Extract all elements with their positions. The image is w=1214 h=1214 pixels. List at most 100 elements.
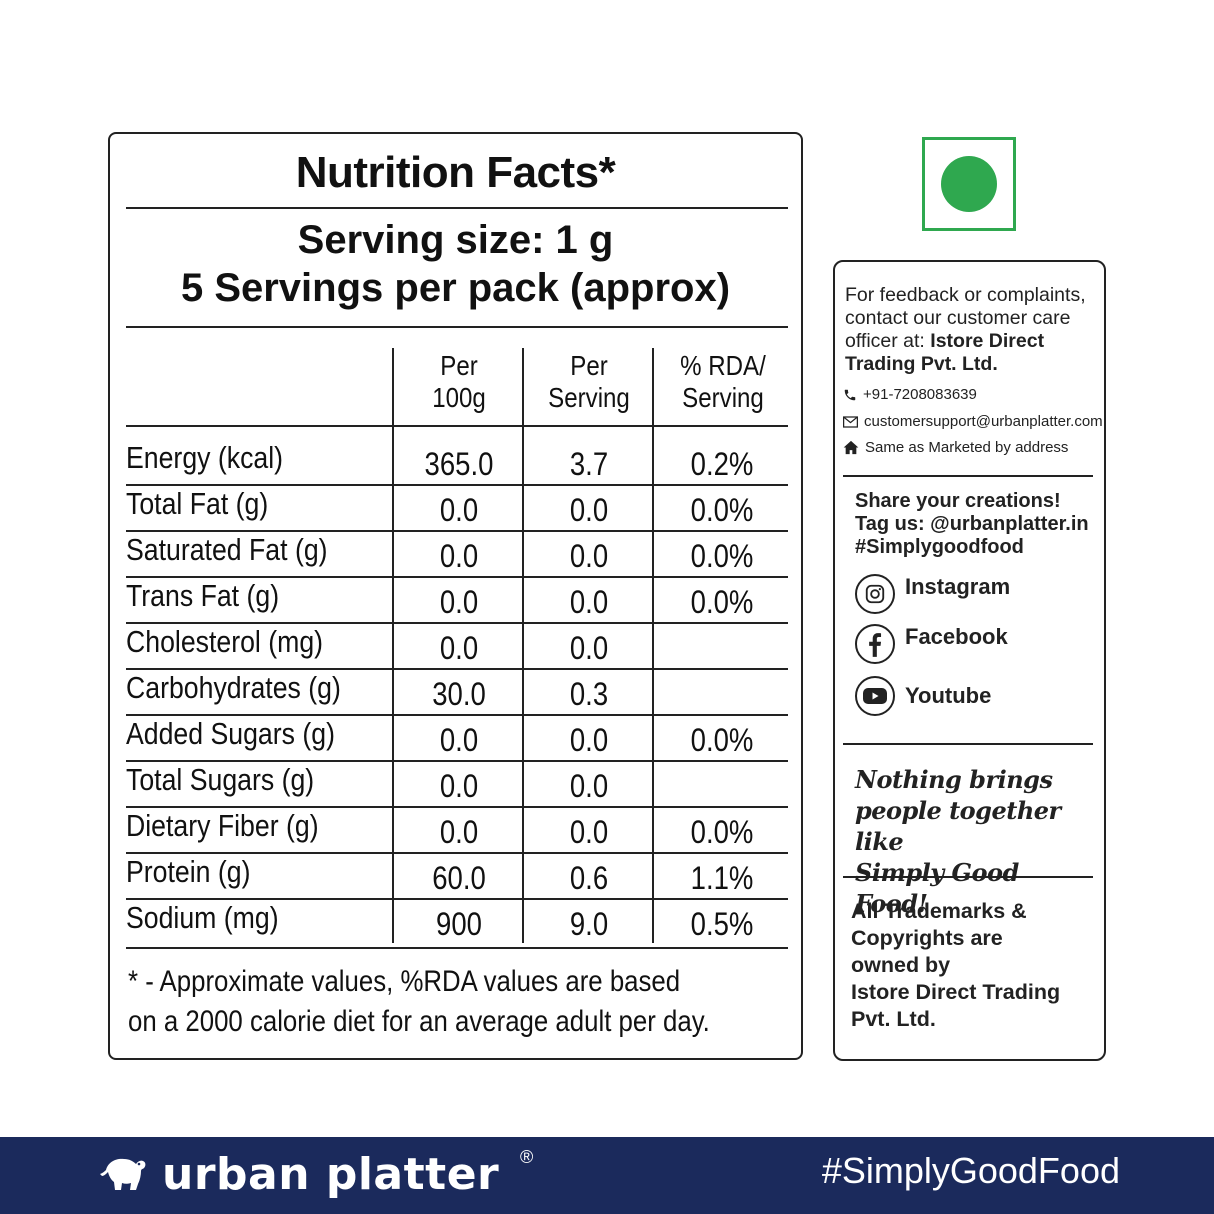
veg-symbol-icon bbox=[922, 137, 1016, 231]
column-header-rda: % RDA/ Serving bbox=[665, 350, 782, 414]
nutrient-label: Trans Fat (g) bbox=[126, 578, 280, 613]
table-row-divider bbox=[126, 484, 788, 486]
nutrition-facts-panel bbox=[108, 132, 803, 1060]
email-icon bbox=[843, 415, 858, 428]
tagline-line: people together like bbox=[855, 796, 1061, 856]
serving-divider bbox=[126, 326, 788, 328]
nutrient-value-per-serving: 0.6 bbox=[569, 860, 609, 896]
info-panel bbox=[833, 260, 1106, 1061]
nutrient-value-per-100g: 60.0 bbox=[432, 860, 486, 896]
trademark-line: Istore Direct Trading bbox=[851, 980, 1061, 1004]
table-row-divider bbox=[126, 760, 788, 762]
feedback-intro: For feedback or complaints, contact our … bbox=[845, 284, 1086, 352]
facebook-icon bbox=[855, 624, 895, 664]
company-name: Istore Direct Trading Pvt. Ltd. bbox=[845, 330, 1045, 375]
column-header-line: % RDA/ bbox=[680, 350, 766, 381]
nutrient-label: Added Sugars (g) bbox=[126, 716, 335, 751]
column-divider bbox=[652, 348, 654, 943]
nutrient-value-per-serving: 0.0 bbox=[569, 584, 609, 620]
facebook-label: Facebook bbox=[905, 624, 1008, 649]
servings-per-pack: 5 Servings per pack (approx) bbox=[180, 266, 731, 310]
nutrition-title: Nutrition Facts* bbox=[295, 148, 616, 197]
footnote-line: * - Approximate values, %RDA values are … bbox=[128, 965, 681, 998]
nutrient-label: Saturated Fat (g) bbox=[126, 532, 328, 567]
nutrient-value-per-100g: 0.0 bbox=[439, 768, 479, 804]
brand-logo[interactable]: urban platter ® bbox=[98, 1139, 533, 1209]
nutrient-value-rda: 0.0% bbox=[690, 584, 754, 620]
table-row-divider bbox=[126, 576, 788, 578]
nutrient-value-rda: 0.0% bbox=[690, 722, 754, 758]
nutrient-label: Carbohydrates (g) bbox=[126, 670, 341, 705]
nutrient-value-per-100g: 0.0 bbox=[439, 538, 479, 574]
instagram-icon bbox=[855, 574, 895, 614]
instagram-label: Instagram bbox=[905, 574, 1011, 599]
nutrient-value-rda: 0.5% bbox=[690, 906, 754, 942]
nutrient-label: Total Sugars (g) bbox=[126, 762, 315, 797]
nutrient-label: Cholesterol (mg) bbox=[126, 624, 324, 659]
table-row-divider bbox=[126, 668, 788, 670]
social-youtube[interactable]: Youtube bbox=[855, 676, 991, 716]
column-divider bbox=[392, 348, 394, 943]
table-bottom-divider bbox=[126, 947, 788, 949]
footnote: * - Approximate values, %RDA values are … bbox=[128, 962, 710, 1042]
serving-size: Serving size: 1 g bbox=[297, 218, 614, 262]
nutrient-value-per-100g: 30.0 bbox=[432, 676, 486, 712]
nutrient-value-per-100g: 365.0 bbox=[424, 446, 494, 482]
email-row[interactable]: customersupport@urbanplatter.com bbox=[843, 413, 1103, 430]
tagline: Nothing brings people together like Simp… bbox=[855, 764, 1095, 919]
nutrient-label: Protein (g) bbox=[126, 854, 251, 889]
youtube-label: Youtube bbox=[905, 683, 992, 708]
nutrient-value-per-100g: 0.0 bbox=[439, 584, 479, 620]
nutrient-value-per-serving: 0.0 bbox=[569, 492, 609, 528]
nutrient-value-rda: 0.0% bbox=[690, 538, 754, 574]
header-row-divider bbox=[126, 425, 788, 427]
phone-row[interactable]: +91-7208083639 bbox=[843, 386, 977, 403]
trademark-notice: All Trademarks & Copyrights are owned by… bbox=[851, 898, 1091, 1033]
address-text: Same as Marketed by address bbox=[865, 439, 1069, 456]
home-icon bbox=[843, 440, 859, 455]
nutrient-value-per-serving: 0.0 bbox=[569, 768, 609, 804]
registered-mark: ® bbox=[520, 1147, 534, 1167]
nutrient-label: Total Fat (g) bbox=[126, 486, 269, 521]
nutrient-value-per-100g: 0.0 bbox=[439, 630, 479, 666]
tagline-line: Simply Good Food! bbox=[855, 858, 1019, 918]
share-hashtag: #Simplygoodfood bbox=[855, 536, 1024, 558]
trademark-line: Pvt. Ltd. bbox=[851, 1007, 936, 1031]
nutrient-value-per-serving: 0.0 bbox=[569, 630, 609, 666]
trademark-line: owned by bbox=[851, 953, 951, 977]
nutrient-value-rda: 0.2% bbox=[690, 446, 754, 482]
veg-dot bbox=[941, 156, 997, 212]
elephant-icon bbox=[100, 1158, 146, 1190]
column-header-line: Serving bbox=[548, 382, 630, 413]
side-divider bbox=[843, 876, 1093, 878]
table-row-divider bbox=[126, 806, 788, 808]
nutrient-value-per-serving: 0.0 bbox=[569, 538, 609, 574]
tagline-line: Nothing brings bbox=[855, 765, 1053, 794]
youtube-icon bbox=[855, 676, 895, 716]
nutrient-value-per-serving: 3.7 bbox=[569, 446, 609, 482]
nutrient-value-rda: 0.0% bbox=[690, 492, 754, 528]
table-row-divider bbox=[126, 622, 788, 624]
side-divider bbox=[843, 743, 1093, 745]
social-instagram[interactable]: Instagram bbox=[855, 574, 1010, 614]
share-line: Share your creations! bbox=[855, 490, 1061, 512]
footer-bar bbox=[0, 1137, 1214, 1214]
social-facebook[interactable]: Facebook bbox=[855, 624, 1008, 664]
column-header-line: Per bbox=[440, 350, 478, 381]
trademark-line: All Trademarks & bbox=[851, 899, 1027, 923]
table-row-divider bbox=[126, 852, 788, 854]
column-header-per-100g: Per 100g bbox=[404, 350, 514, 414]
footer-hashtag: #SimplyGoodFood bbox=[821, 1150, 1120, 1191]
title-divider bbox=[126, 207, 788, 209]
feedback-text: For feedback or complaints, contact our … bbox=[845, 284, 1100, 376]
nutrient-value-per-serving: 9.0 bbox=[569, 906, 609, 942]
table-row-divider bbox=[126, 714, 788, 716]
nutrient-label: Energy (kcal) bbox=[126, 440, 284, 475]
column-header-line: 100g bbox=[432, 382, 486, 413]
column-divider bbox=[522, 348, 524, 943]
share-handle: Tag us: @urbanplatter.in bbox=[855, 513, 1089, 535]
column-header-line: Serving bbox=[682, 382, 764, 413]
nutrient-label: Sodium (mg) bbox=[126, 900, 279, 935]
nutrient-value-rda: 0.0% bbox=[690, 814, 754, 850]
trademark-line: Copyrights are bbox=[851, 926, 1003, 950]
